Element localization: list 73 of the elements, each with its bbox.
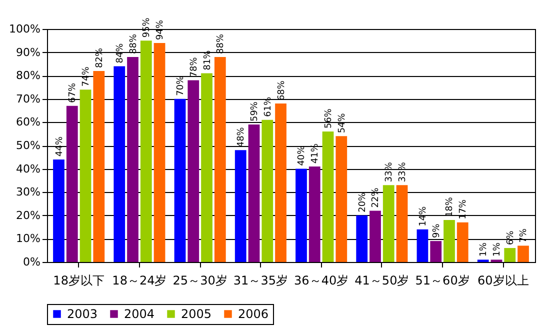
bar <box>382 185 394 262</box>
x-tick-label: 41～50岁 <box>354 274 410 288</box>
bar <box>356 215 368 262</box>
bar <box>296 168 307 262</box>
x-tick-label: 36～40岁 <box>294 274 349 288</box>
bar <box>248 124 260 262</box>
y-tick-label: 90% <box>16 46 40 59</box>
bar <box>214 56 226 262</box>
bar <box>114 66 126 262</box>
bar <box>518 246 529 262</box>
legend-label: 2005 <box>181 307 212 321</box>
bar <box>53 159 64 262</box>
data-label: 81% <box>202 50 213 70</box>
bar <box>416 229 428 262</box>
data-label: 14% <box>418 206 428 226</box>
y-tick-label: 80% <box>16 69 40 82</box>
bar <box>322 132 334 262</box>
data-label: 78% <box>189 56 200 78</box>
x-tick-label: 31～35岁 <box>233 274 288 288</box>
y-tick-label: 10% <box>16 232 40 246</box>
legend-label: 2004 <box>124 307 155 321</box>
legend-label: 2003 <box>67 307 98 321</box>
data-label: 70% <box>176 75 186 96</box>
y-tick-label: 40% <box>16 162 40 176</box>
bar <box>80 90 92 262</box>
data-label: 1% <box>492 242 502 257</box>
data-label: 82% <box>94 47 105 68</box>
bar <box>370 210 381 262</box>
data-label: 59% <box>250 101 260 122</box>
y-tick-label: 100% <box>9 22 40 36</box>
data-label: 20% <box>358 192 368 212</box>
data-label: 48% <box>236 126 247 148</box>
x-tick-label: 18～24岁 <box>112 274 167 288</box>
y-tick-label: 30% <box>16 186 40 199</box>
data-label: 9% <box>432 223 442 238</box>
bar <box>336 136 348 262</box>
bar <box>127 56 138 262</box>
data-label: 1% <box>479 242 490 257</box>
y-tick-label: 60% <box>16 116 40 129</box>
bar <box>430 241 442 262</box>
data-label: 54% <box>337 112 348 134</box>
bar <box>188 80 200 262</box>
y-tick-label: 50% <box>16 139 40 152</box>
y-tick-label: 0% <box>23 256 40 268</box>
data-label: 94% <box>156 20 166 40</box>
bar <box>504 248 516 262</box>
bar <box>275 104 286 262</box>
data-label: 18% <box>445 196 456 218</box>
data-label: 17% <box>458 198 469 220</box>
bar <box>66 106 78 262</box>
y-tick-label: 70% <box>16 92 40 106</box>
bar <box>201 73 212 262</box>
data-label: 6% <box>506 230 516 246</box>
bar <box>262 120 274 262</box>
data-label: 22% <box>371 187 382 208</box>
data-label: 56% <box>324 108 334 129</box>
bar <box>308 166 320 262</box>
x-tick-label: 18岁以下 <box>53 274 104 288</box>
x-tick-label: 60岁以上 <box>478 274 529 288</box>
x-tick-label: 25～30岁 <box>172 274 228 288</box>
bar <box>154 42 166 262</box>
bar <box>140 40 152 262</box>
bar <box>234 150 246 262</box>
bar <box>396 185 408 262</box>
bar <box>456 222 468 262</box>
bar <box>93 70 105 262</box>
data-label: 84% <box>115 42 126 64</box>
data-label: 40% <box>297 145 308 166</box>
bar <box>174 98 186 262</box>
legend-label: 2006 <box>238 307 269 321</box>
y-tick-label: 20% <box>16 208 40 222</box>
x-tick-label: 51～60岁 <box>415 274 470 288</box>
bar <box>444 220 455 262</box>
